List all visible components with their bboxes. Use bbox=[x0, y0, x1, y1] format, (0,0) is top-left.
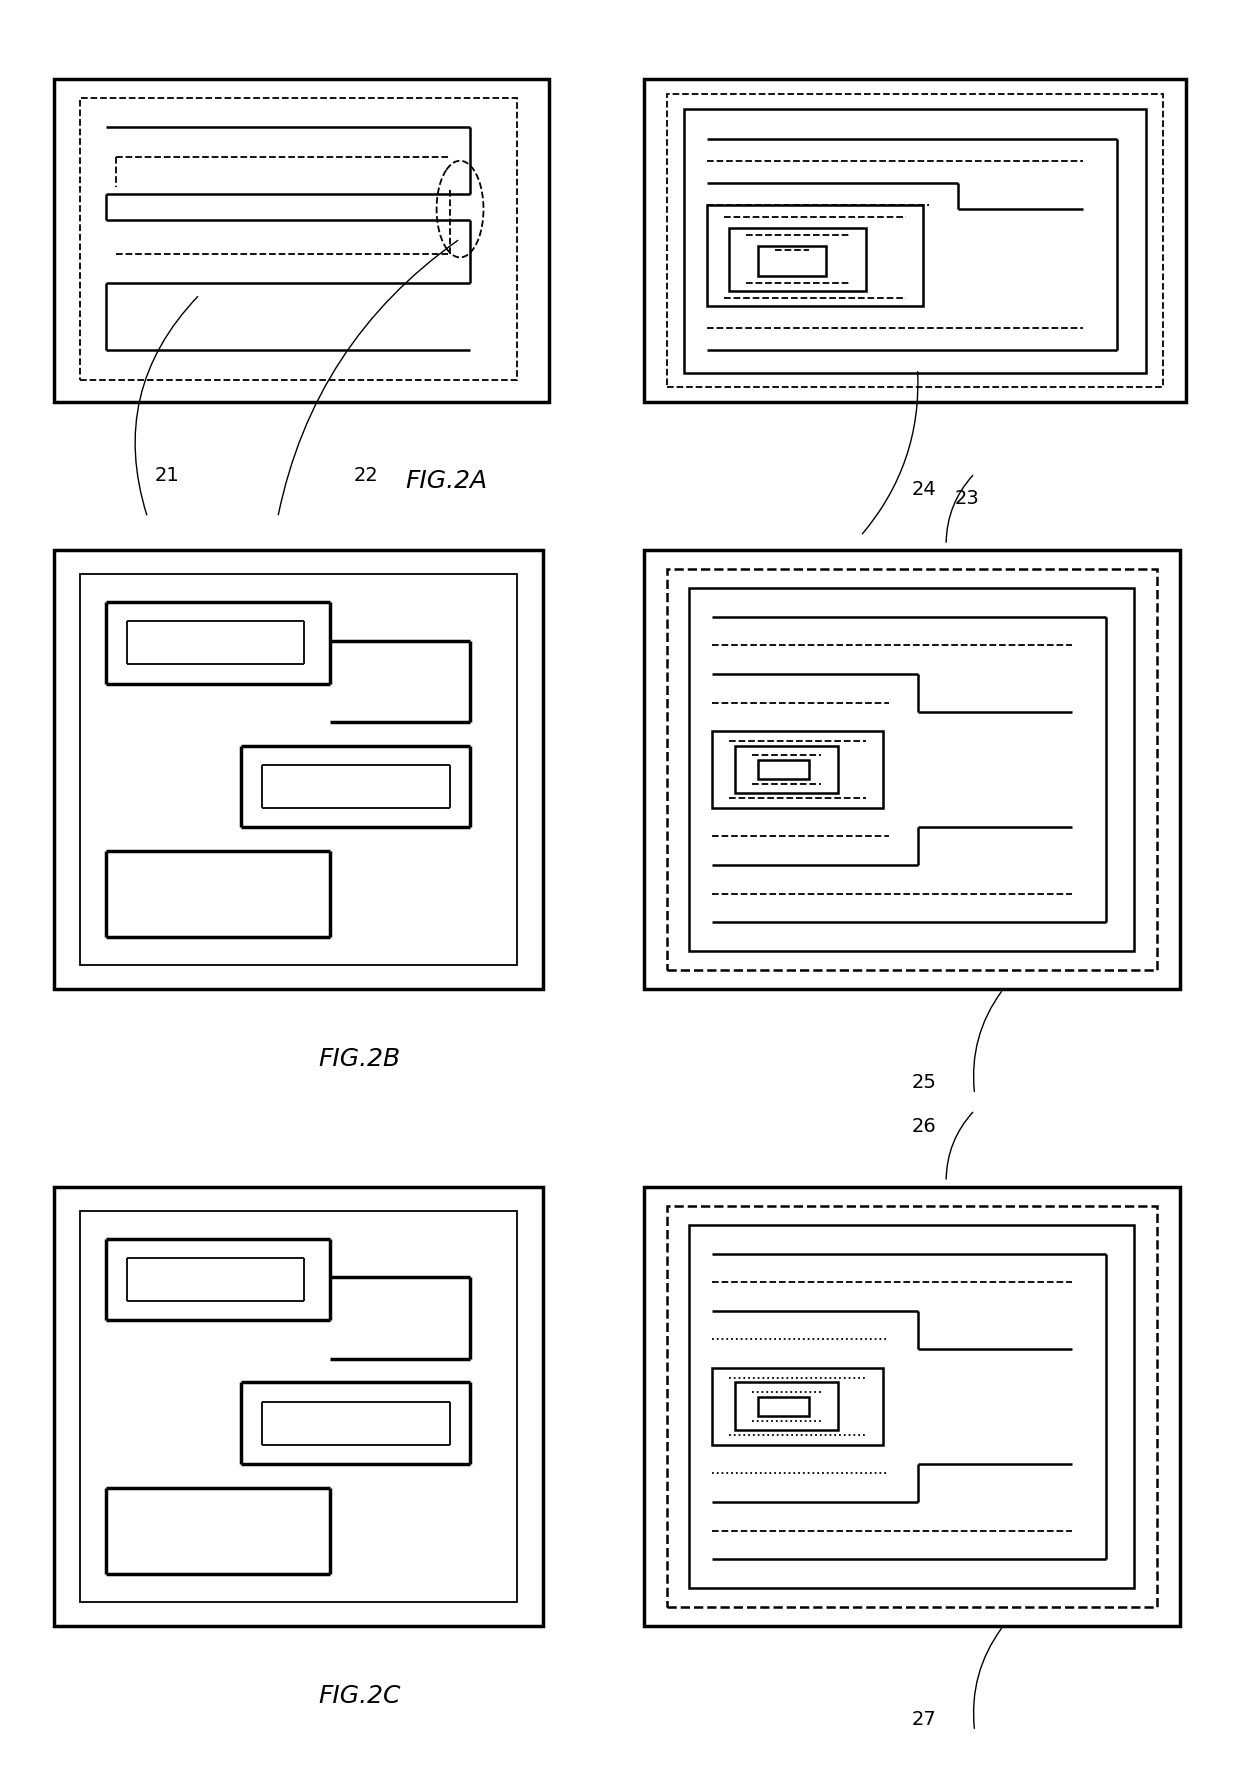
Text: 24: 24 bbox=[911, 481, 936, 499]
Bar bbox=[79, 97, 517, 380]
Bar bbox=[707, 205, 924, 306]
Text: 22: 22 bbox=[353, 467, 378, 485]
Bar bbox=[689, 587, 1135, 952]
Text: FIG.2C: FIG.2C bbox=[319, 1684, 401, 1709]
Bar bbox=[53, 80, 548, 402]
Bar bbox=[689, 1224, 1135, 1589]
Bar bbox=[758, 246, 826, 276]
Bar bbox=[735, 1383, 838, 1429]
Bar bbox=[683, 110, 1146, 373]
Text: 26: 26 bbox=[911, 1118, 936, 1136]
Bar bbox=[758, 761, 810, 778]
Text: 27: 27 bbox=[911, 1711, 936, 1728]
Bar bbox=[667, 1206, 1157, 1606]
Bar bbox=[758, 1398, 810, 1415]
Bar bbox=[667, 94, 1163, 387]
Bar bbox=[667, 570, 1157, 969]
Text: FIG.2B: FIG.2B bbox=[319, 1047, 401, 1072]
Bar bbox=[712, 1367, 883, 1445]
Bar bbox=[729, 228, 867, 290]
Text: 23: 23 bbox=[955, 490, 980, 508]
Bar bbox=[712, 731, 883, 808]
Bar bbox=[735, 745, 838, 793]
Text: 21: 21 bbox=[155, 467, 180, 485]
Bar bbox=[79, 573, 517, 966]
Bar bbox=[79, 1210, 517, 1603]
Bar bbox=[644, 80, 1185, 402]
Text: FIG.2A: FIG.2A bbox=[405, 469, 487, 494]
Text: 25: 25 bbox=[911, 1074, 936, 1091]
